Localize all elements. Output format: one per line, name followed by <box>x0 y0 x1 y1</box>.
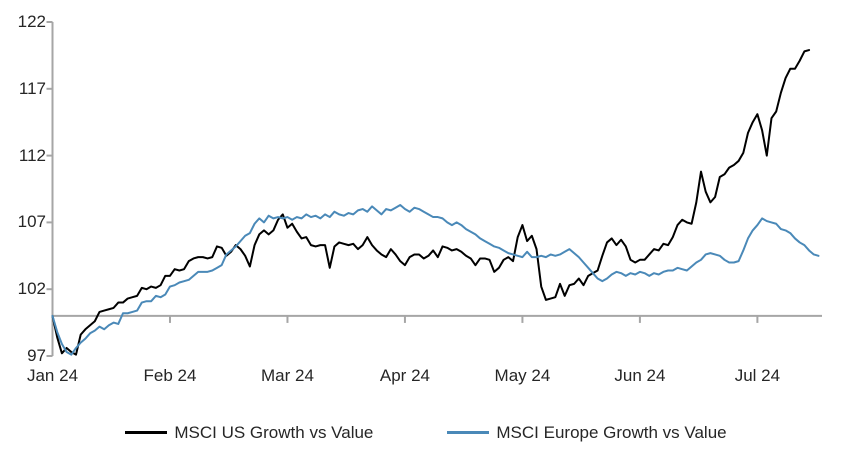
y-axis-tick-label: 107 <box>17 212 46 232</box>
legend-entry[interactable]: MSCI US Growth vs Value <box>125 423 373 442</box>
legend-line-swatch <box>447 430 490 434</box>
chart-series-group <box>51 49 820 356</box>
x-axis-tick-label: Jul 24 <box>734 366 781 385</box>
y-axis-tick-label: 117 <box>18 78 46 98</box>
chart-axes <box>46 21 54 357</box>
x-axis-tick-labels: Jan 24 Feb 24 Mar 24 Apr 24 May 24 Jun 24 Jul … <box>0 366 852 392</box>
series-line-1 <box>51 204 820 356</box>
x-axis-tick-label: Apr 24 <box>379 366 430 385</box>
y-axis-tick-label: 97 <box>27 346 46 365</box>
legend-label: MSCI US Growth vs Value <box>174 422 374 442</box>
x-axis-tick-label: Jun 24 <box>614 366 666 385</box>
x-axis-tick-label: Feb 24 <box>143 366 197 385</box>
y-axis-tick-label: 102 <box>17 279 46 299</box>
legend-line-swatch <box>125 430 168 434</box>
x-axis-tick-label: May 24 <box>494 366 551 385</box>
legend-label: MSCI Europe Growth vs Value <box>496 422 727 442</box>
y-axis-tick-labels: 97 102 107 112 117 122 <box>0 0 46 400</box>
legend-entry[interactable]: MSCI Europe Growth vs Value <box>447 422 727 442</box>
series-line-0 <box>51 49 811 356</box>
chart-legend: MSCI US Growth vs Value MSCI Europe Growt… <box>0 415 852 449</box>
chart-baseline <box>51 314 822 323</box>
y-axis-tick-label: 112 <box>18 145 46 165</box>
x-axis-tick-label: Mar 24 <box>260 366 314 385</box>
x-axis-tick-label: Jan 24 <box>26 366 79 385</box>
y-axis-tick-label: 122 <box>17 12 46 31</box>
